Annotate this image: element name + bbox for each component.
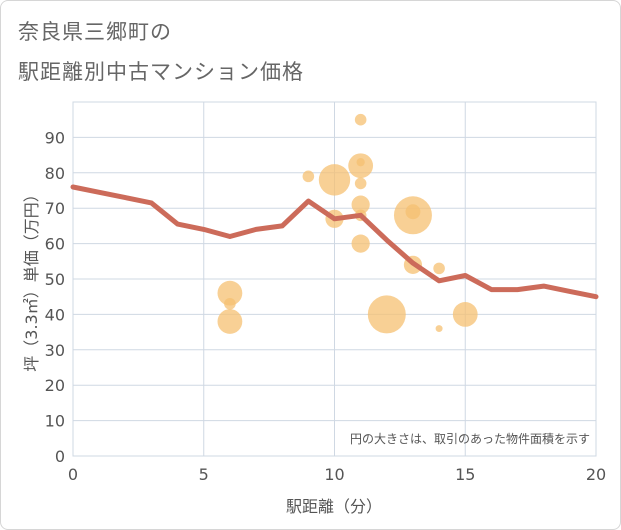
y-axis-label: 坪（3.3㎡）単価（万円） [22,186,41,371]
bubble-point [433,262,445,275]
bubble-point [318,164,351,196]
bubble-point [351,195,370,214]
bubble-point [354,113,367,126]
bubble-point [405,204,421,220]
bubble-point [351,234,370,253]
average-price-line [70,184,599,300]
y-tick-label: 30 [45,341,65,360]
bubble-point [217,280,243,306]
bubble-point [302,170,315,183]
y-tick-label: 80 [45,164,65,183]
y-tick-label: 20 [45,376,65,395]
y-tick-label: 10 [45,412,65,431]
x-tick-label: 15 [455,465,475,484]
bubble-point [356,158,365,167]
x-tick-label: 5 [199,465,209,484]
chart-title-line2: 駅距離別中古マンション価格 [18,60,304,84]
bubble-point [217,309,243,334]
chart-title-line1: 奈良県三郷町の [18,20,172,44]
bubble-point [435,325,443,333]
bubble-point [367,295,406,334]
x-tick-label: 10 [324,465,344,484]
x-tick-label: 20 [586,465,606,484]
y-tick-label: 90 [45,128,65,147]
bubble-size-note: 円の大きさは、取引のあった物件面積を示す [350,431,590,446]
y-tick-label: 40 [45,305,65,324]
bubble-point [224,297,236,310]
y-tick-label: 60 [45,235,65,254]
y-tick-label: 70 [45,199,65,218]
y-tick-label: 0 [55,447,65,466]
y-tick-label: 50 [45,270,65,289]
x-axis-label: 駅距離（分） [286,497,382,516]
bubble-point [452,302,478,327]
x-tick-label: 0 [68,465,78,484]
bubble-point [354,177,367,190]
